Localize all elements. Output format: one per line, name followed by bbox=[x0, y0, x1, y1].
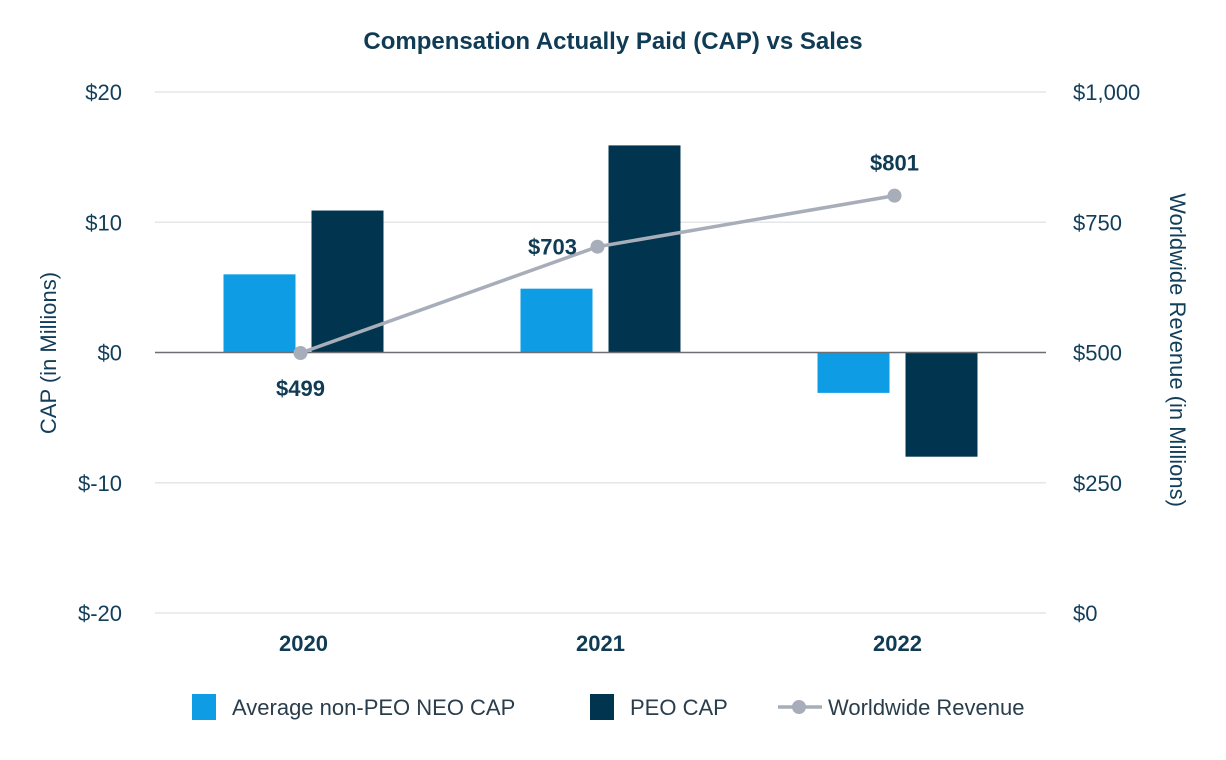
revenue-data-label: $703 bbox=[528, 235, 577, 260]
chart-title: Compensation Actually Paid (CAP) vs Sale… bbox=[363, 28, 862, 55]
y2-tick-label: $250 bbox=[1073, 471, 1122, 496]
legend-label-revenue: Worldwide Revenue bbox=[828, 695, 1024, 720]
bar bbox=[608, 145, 681, 353]
left-axis-title: CAP (in Millions) bbox=[36, 272, 61, 434]
legend-swatch-avg-non-peo bbox=[192, 694, 216, 720]
y2-tick-label: $500 bbox=[1073, 341, 1122, 366]
revenue-line-path bbox=[299, 193, 895, 355]
y-tick-label: $10 bbox=[85, 210, 122, 235]
right-axis-ticks: $1,000 $750 $500 $250 $0 bbox=[1073, 80, 1140, 626]
y2-tick-label: $750 bbox=[1073, 210, 1122, 235]
revenue-data-label: $801 bbox=[870, 151, 919, 176]
revenue-data-label: $499 bbox=[276, 376, 325, 401]
y-tick-label: $-20 bbox=[78, 601, 122, 626]
legend-swatch-peo bbox=[590, 694, 614, 720]
legend-label-peo: PEO CAP bbox=[630, 695, 728, 720]
y2-tick-label: $1,000 bbox=[1073, 80, 1140, 105]
x-tick-label: 2020 bbox=[279, 631, 328, 656]
y-tick-label: $20 bbox=[85, 80, 122, 105]
bar bbox=[311, 210, 384, 353]
bar bbox=[223, 274, 296, 353]
x-tick-label: 2021 bbox=[576, 631, 625, 656]
bar bbox=[905, 352, 978, 457]
x-axis-ticks: 2020 2021 2022 bbox=[279, 631, 922, 656]
y2-tick-label: $0 bbox=[1073, 601, 1097, 626]
bar bbox=[520, 288, 593, 353]
legend-swatch-revenue-marker bbox=[792, 700, 806, 714]
legend-label-avg-non-peo: Average non-PEO NEO CAP bbox=[232, 695, 515, 720]
legend: Average non-PEO NEO CAP PEO CAP Worldwide … bbox=[192, 694, 1024, 720]
left-axis-ticks: $20 $10 $0 $-10 $-20 bbox=[78, 80, 122, 626]
right-axis-title: Worldwide Revenue (in Millions) bbox=[1165, 193, 1190, 507]
x-tick-label: 2022 bbox=[873, 631, 922, 656]
y-tick-label: $-10 bbox=[78, 471, 122, 496]
gridlines bbox=[155, 91, 1046, 614]
revenue-point bbox=[293, 346, 308, 361]
bar bbox=[817, 352, 890, 393]
revenue-line: $499 $703 $801 bbox=[276, 151, 919, 401]
y-tick-label: $0 bbox=[98, 341, 122, 366]
revenue-point bbox=[887, 188, 902, 203]
revenue-point bbox=[590, 239, 605, 254]
bars bbox=[223, 145, 978, 457]
